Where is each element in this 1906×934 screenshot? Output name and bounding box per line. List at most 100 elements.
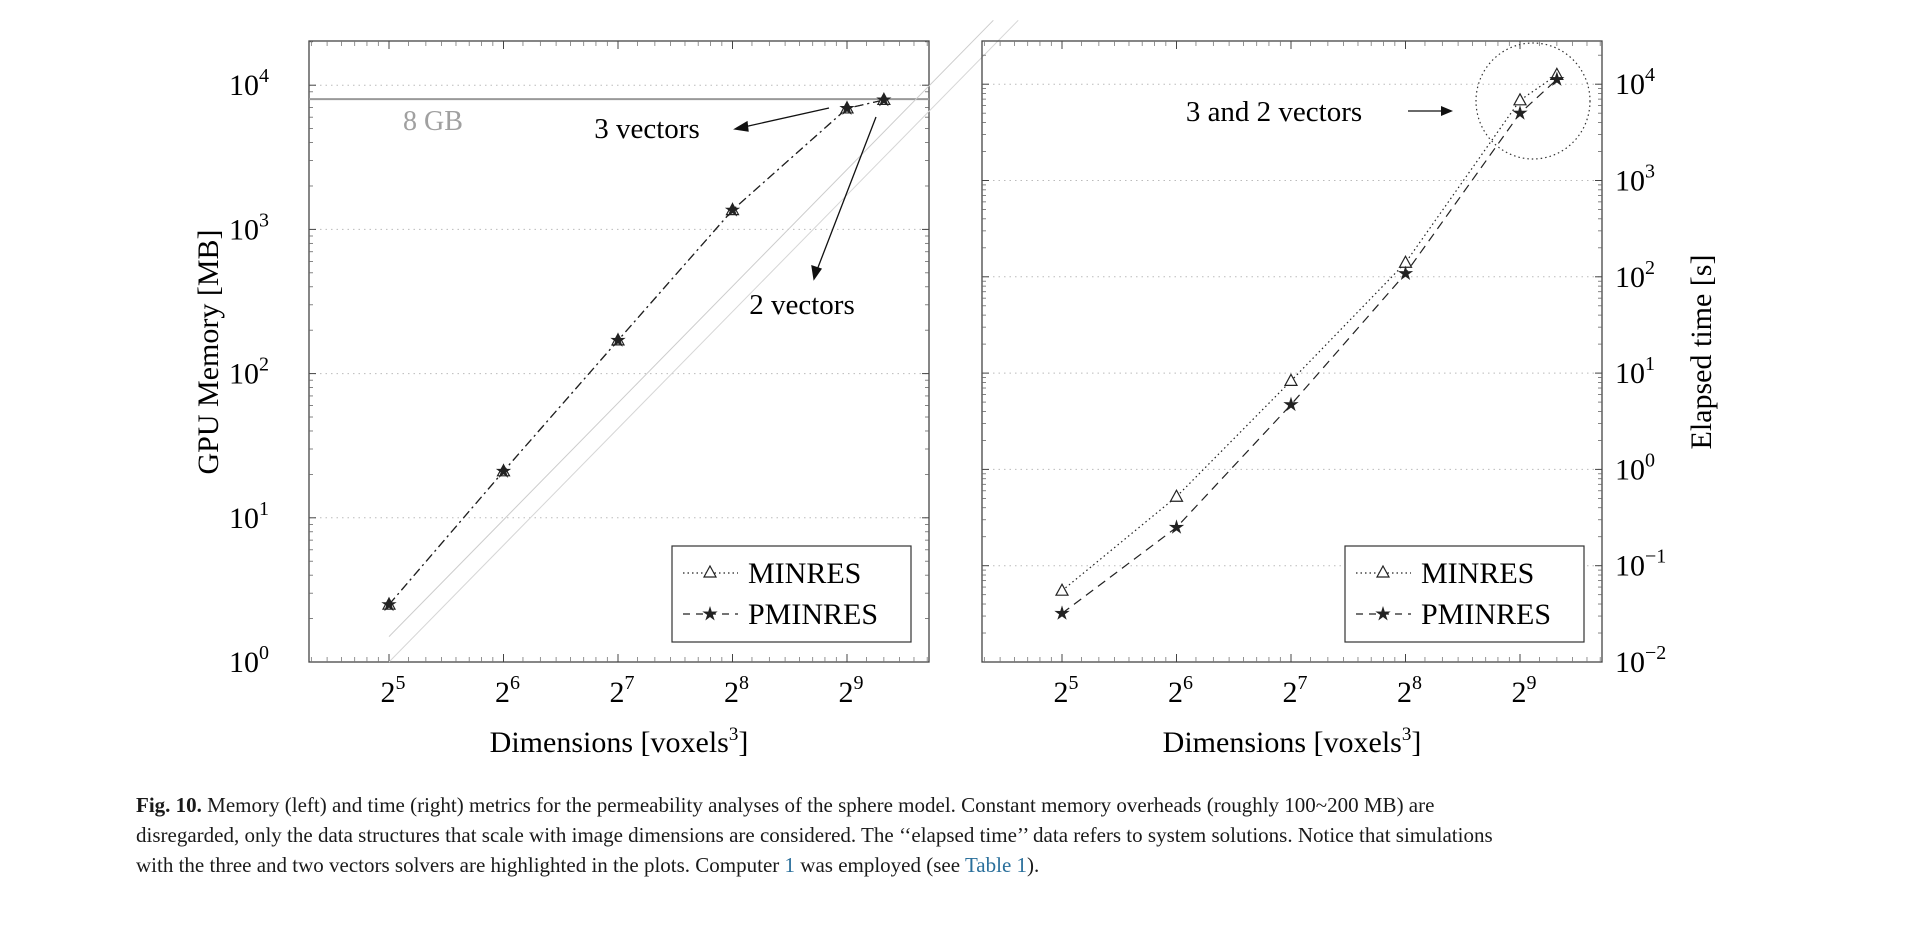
pminres-point [876,92,892,107]
x-tick-exponent: 7 [1298,672,1308,694]
y-tick-label: 10−2 [1615,642,1666,679]
x-tick-exponent: 9 [1527,672,1537,694]
figure-caption: Fig. 10. Memory (left) and time (right) … [136,790,1772,880]
x-tick-base: 2 [495,676,510,709]
pminres-point [1168,519,1185,534]
3-and-2-vectors-arrowhead [1441,106,1453,116]
x-tick-exponent: 8 [739,672,749,694]
memory-legend-box [671,545,912,643]
y-tick-exponent: 3 [259,209,269,231]
y-tick-label: 101 [229,498,269,535]
x-tick-base: 2 [1397,676,1412,709]
highlight-circle [1475,42,1591,160]
x-tick-base: 2 [1168,676,1183,709]
y-tick-base: 10 [1615,453,1645,486]
memory-series [381,92,892,612]
x-tick-exponent: 9 [854,672,864,694]
x-tick-base: 2 [1512,676,1527,709]
reference-slope-line [388,19,994,637]
caption-line-3c: ). [1027,853,1040,877]
memory-x-tick-labels: 25 26 27 28 29 [381,672,864,709]
y-tick-exponent: 1 [1645,353,1655,375]
legend-minres-marker [702,564,718,578]
time-grid [982,41,1602,663]
caption-line-2: disregarded, only the data structures th… [136,823,1493,847]
y-tick-base: 10 [229,69,259,102]
y-tick-label: 102 [1615,257,1655,294]
2-vectors-arrow [816,116,877,271]
pminres-line [1061,79,1558,614]
pminres-point [1549,71,1565,86]
table-1-link[interactable]: Table 1 [964,853,1028,877]
next-figure-cutoff [0,920,1906,934]
x-tick-label: 27 [610,672,635,709]
y-tick-label: 100 [1615,449,1655,486]
y-tick-base: 10 [1615,165,1645,198]
time-y-axis-label: Elapsed time [s] [1685,255,1718,450]
y-tick-label: 103 [229,209,269,246]
x-tick-label: 26 [495,672,520,709]
y-tick-exponent: 0 [1645,449,1655,471]
y-tick-label: 104 [229,65,269,102]
x-tick-exponent: 7 [625,672,635,694]
y-tick-exponent: 4 [259,65,269,87]
legend-pminres-star [1375,605,1391,621]
y-tick-label: 104 [1615,64,1655,101]
x-tick-label: 27 [1283,672,1308,709]
memory-reference-lines [388,19,1019,663]
legend-pminres-label: PMINRES [748,598,878,631]
caption-line-3a: with the three and two vectors solvers a… [136,853,785,877]
y-tick-exponent: 2 [1645,257,1655,279]
legend-pminres-marker [702,605,718,621]
pminres-point [1283,396,1299,412]
y-tick-label: 100 [229,642,269,679]
y-tick-label: 103 [1615,161,1655,198]
caption-line-3b: was employed (see [795,853,965,877]
y-tick-label: 102 [229,354,269,391]
y-tick-base: 10 [229,213,259,246]
3-vectors-arrowhead [733,120,749,132]
memory-grid [309,41,929,663]
pminres-point [724,202,741,217]
caption-line-1: Memory (left) and time (right) metrics f… [201,793,1435,817]
time-plot-frame [981,40,1603,663]
y-tick-base: 10 [1615,646,1645,679]
memory-y-axis-label: GPU Memory [MB] [192,230,225,475]
y-tick-exponent: 2 [259,354,269,376]
time-x-tick-labels: 25 26 27 28 29 [1054,672,1537,709]
legend-minres-label: MINRES [1421,557,1534,590]
y-tick-exponent: 3 [1645,161,1655,183]
x-tick-label: 26 [1168,672,1193,709]
y-tick-exponent: 4 [1645,64,1655,86]
legend-minres-marker [1375,564,1391,578]
x-tick-base: 2 [1283,676,1298,709]
2-vectors-annotation: 2 vectors [749,289,855,321]
x-tick-exponent: 6 [510,672,520,694]
time-legend: MINRES PMINRES [1344,545,1585,643]
x-tick-base: 2 [381,676,396,709]
minres-line [1061,74,1558,592]
y-tick-exponent: −2 [1645,642,1666,664]
reference-slope-line [388,19,1019,663]
time-x-axis-label: Dimensions [voxels3] [1163,724,1422,759]
computer-1-link[interactable]: 1 [784,853,796,877]
x-tick-base: 2 [724,676,739,709]
3-vectors-arrow [743,107,830,128]
x-tick-label: 28 [1397,672,1422,709]
pminres-point [495,463,512,478]
x-tick-base: 2 [1054,676,1069,709]
pminres-point [610,332,626,347]
caption-label: Fig. 10. [136,793,202,817]
minres-point [1054,582,1070,596]
y-tick-label: 101 [1615,353,1655,390]
y-tick-exponent: −1 [1645,546,1666,568]
legend-pminres-star [702,605,718,621]
y-tick-base: 10 [229,358,259,391]
pminres-point [1397,265,1414,280]
minres-point [1283,373,1299,386]
x-tick-label: 25 [1054,672,1079,709]
pminres-point [1054,605,1070,620]
